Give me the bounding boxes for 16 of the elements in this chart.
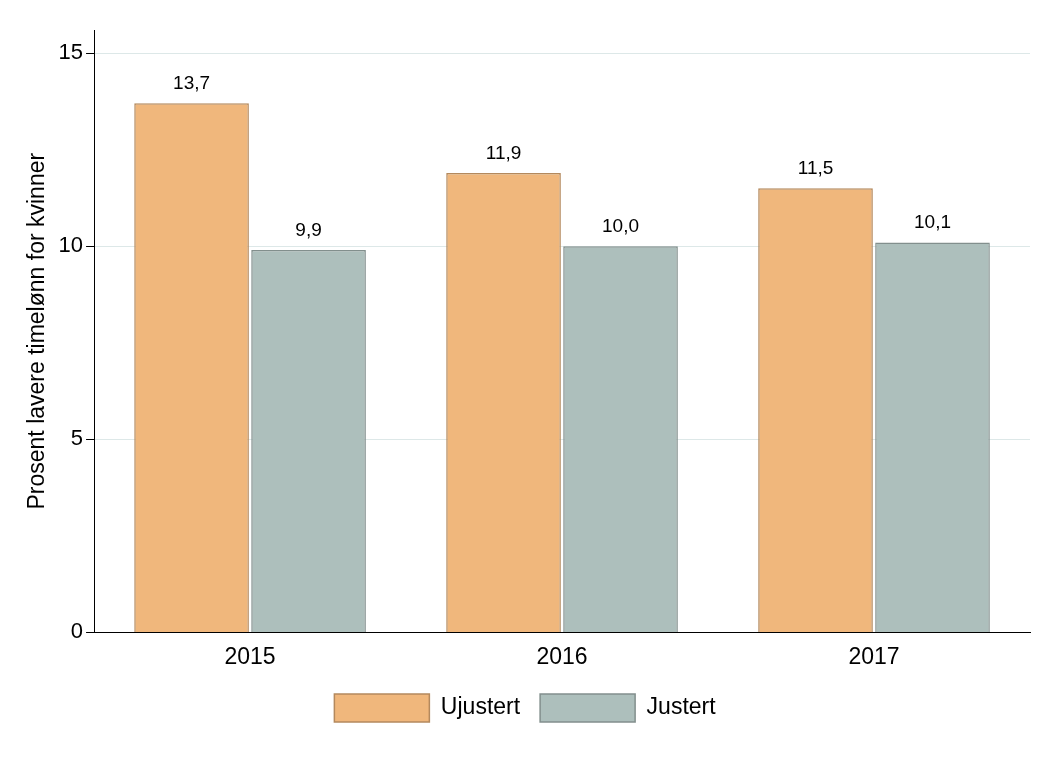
- x-tick-label: 2015: [224, 642, 276, 669]
- data-label: 11,5: [797, 157, 834, 179]
- x-tick-label: 2017: [848, 642, 900, 669]
- y-tick-label: 15: [58, 39, 84, 65]
- y-tick-label: 0: [70, 618, 84, 644]
- data-label: 11,9: [485, 141, 522, 163]
- legend-label: Justert: [646, 693, 717, 720]
- y-tick-label: 10: [58, 232, 84, 258]
- y-axis-title: Prosent lavere timelønn for kvinner: [23, 152, 50, 510]
- legend-label: Ujustert: [440, 693, 521, 720]
- y-tick-label: 5: [70, 425, 84, 451]
- data-label: 10,0: [602, 214, 640, 236]
- data-label: 10,1: [914, 211, 951, 233]
- x-tick-label: 2016: [536, 642, 588, 669]
- data-label: 9,9: [295, 218, 322, 240]
- data-label: 13,7: [173, 72, 211, 94]
